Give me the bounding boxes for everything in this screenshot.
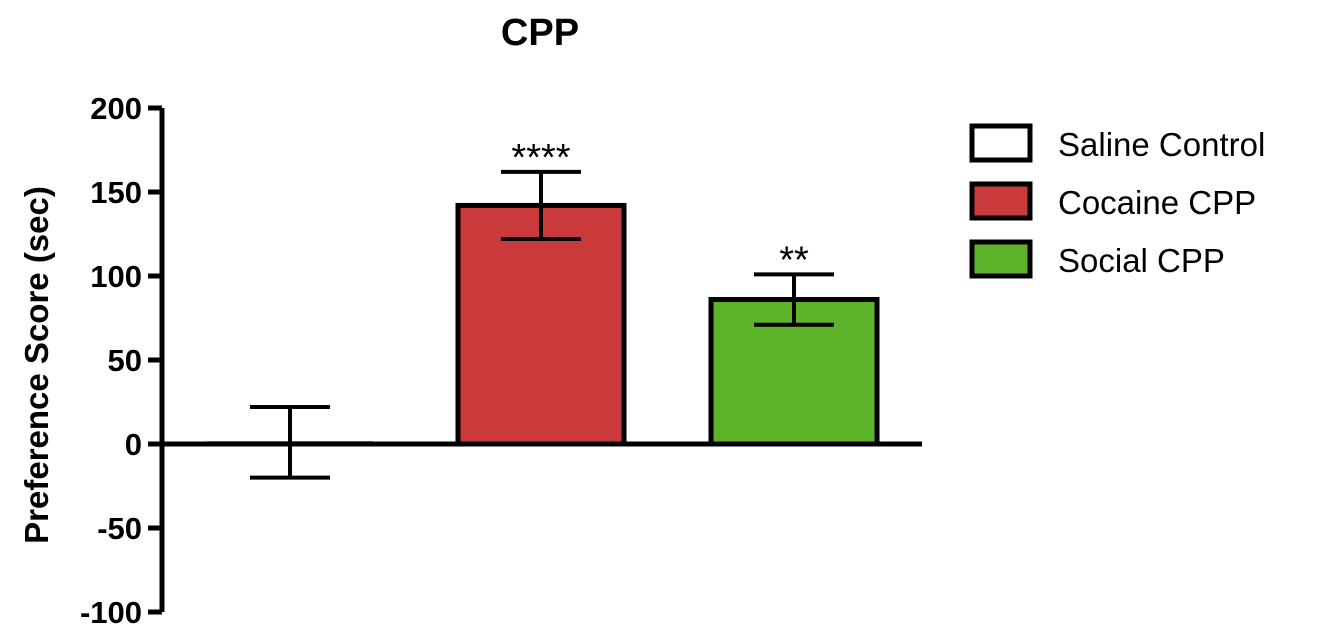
bars: ****** (207, 137, 880, 480)
significance-marker: **** (511, 137, 570, 179)
legend-swatch (969, 181, 1033, 221)
y-tick-label: 0 (125, 427, 142, 462)
legend-swatch (969, 123, 1033, 163)
bar (455, 202, 627, 447)
y-tick-label: 100 (90, 259, 142, 294)
legend-label: Social CPP (1058, 242, 1225, 279)
y-tick-label: -100 (80, 595, 142, 630)
y-tick-label: 50 (108, 343, 142, 378)
y-tick-label: -50 (97, 511, 142, 546)
significance-marker: ** (779, 239, 809, 281)
y-tick-label: 200 (90, 91, 142, 126)
chart-title: CPP (501, 12, 579, 54)
legend: Saline Control Cocaine CPP Social CPP (969, 123, 1265, 279)
legend-label: Cocaine CPP (1058, 184, 1256, 221)
legend-label: Saline Control (1058, 126, 1265, 163)
y-tick-label: 150 (90, 175, 142, 210)
y-axis-label: Preference Score (sec) (18, 186, 55, 544)
legend-swatch (969, 239, 1033, 279)
